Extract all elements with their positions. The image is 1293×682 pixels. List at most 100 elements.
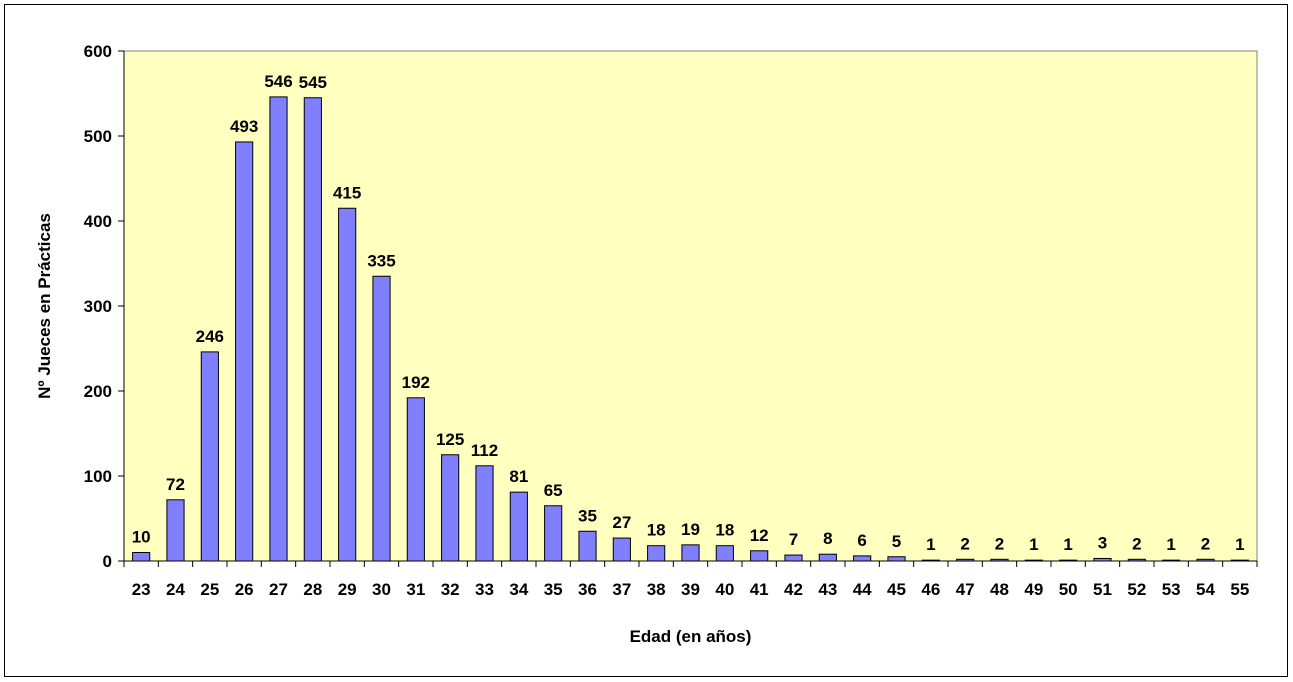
data-label-42: 7 [789,530,798,549]
x-tick-label-39: 39 [681,580,700,599]
x-tick-label-53: 53 [1162,580,1181,599]
data-label-44: 6 [857,531,866,550]
y-axis-title: Nº Jueces en Prácticas [35,213,54,399]
x-tick-label-50: 50 [1059,580,1078,599]
x-tick-label-41: 41 [750,580,769,599]
x-tick-label-30: 30 [372,580,391,599]
plot-area [123,50,1258,562]
data-label-50: 1 [1063,535,1072,554]
x-tick-label-31: 31 [406,580,425,599]
x-tick-label-52: 52 [1127,580,1146,599]
x-tick-label-37: 37 [612,580,631,599]
x-tick-label-38: 38 [647,580,666,599]
bar-44 [853,555,872,562]
bar-45 [887,556,906,562]
bar-37 [612,537,631,562]
bars-group [132,96,1249,562]
y-tick-label-0: 0 [103,552,112,571]
data-label-52: 2 [1132,534,1141,553]
x-tick-label-25: 25 [200,580,219,599]
bar-27 [269,96,288,562]
data-label-45: 5 [892,532,901,551]
y-axis: 0 100 200 300 400 500 600 [84,42,125,571]
bar-40 [715,545,734,562]
x-tick-label-40: 40 [715,580,734,599]
data-label-53: 1 [1166,535,1175,554]
bar-39 [681,544,700,562]
bar-30 [372,275,391,562]
y-tick-label-600: 600 [84,42,112,61]
x-tick-label-47: 47 [956,580,975,599]
y-tick-label-200: 200 [84,382,112,401]
data-label-43: 8 [823,529,832,548]
data-label-55: 1 [1235,535,1244,554]
chart-frame: 10 72 246 493 546 545 415 335 192 125 112 81 65 35 27 1… [4,4,1288,677]
bar-24 [166,499,185,562]
x-tick-label-27: 27 [269,580,288,599]
x-tick-label-23: 23 [132,580,151,599]
x-tick-label-49: 49 [1024,580,1043,599]
bar-28 [303,97,322,562]
data-label-28: 545 [299,73,327,92]
x-tick-label-51: 51 [1093,580,1112,599]
data-label-25: 246 [196,327,224,346]
bar-26 [235,141,254,562]
data-label-24: 72 [166,475,185,494]
data-label-37: 27 [612,513,631,532]
bar-25 [200,351,219,562]
bar-35 [544,505,563,562]
data-label-51: 3 [1098,533,1107,552]
data-label-34: 81 [509,467,528,486]
data-label-54: 2 [1201,534,1210,553]
data-label-49: 1 [1029,535,1038,554]
data-label-33: 112 [471,441,498,460]
y-tick-label-500: 500 [84,127,112,146]
data-label-46: 1 [926,535,935,554]
x-tick-label-55: 55 [1230,580,1249,599]
data-label-30: 335 [367,251,395,270]
x-tick-label-54: 54 [1196,580,1215,599]
x-tick-label-26: 26 [235,580,254,599]
bar-38 [647,545,666,562]
data-label-47: 2 [960,534,969,553]
bar-43 [818,553,837,562]
bar-42 [784,554,803,562]
data-label-35: 65 [544,481,563,500]
bar-33 [475,465,494,562]
data-label-41: 12 [750,526,769,545]
x-tick-label-46: 46 [921,580,940,599]
bar-36 [578,530,597,562]
bar-31 [406,397,425,562]
data-label-39: 19 [681,520,700,539]
x-tick-label-32: 32 [441,580,460,599]
x-tick-label-44: 44 [853,580,872,599]
y-tick-label-300: 300 [84,297,112,316]
y-tick-label-100: 100 [84,467,112,486]
x-tick-label-29: 29 [338,580,357,599]
x-tick-label-33: 33 [475,580,494,599]
data-label-29: 415 [333,183,361,202]
data-label-31: 192 [402,373,430,392]
y-tick-label-400: 400 [84,212,112,231]
x-tick-label-34: 34 [509,580,528,599]
bar-34 [509,491,528,562]
data-label-40: 18 [715,521,734,540]
data-label-26: 493 [230,117,258,136]
x-tick-label-48: 48 [990,580,1009,599]
bar-41 [750,550,769,562]
data-label-23: 10 [132,528,151,547]
x-tick-label-45: 45 [887,580,906,599]
data-label-36: 35 [578,506,597,525]
data-label-32: 125 [436,430,464,449]
x-tick-label-24: 24 [166,580,185,599]
data-label-38: 18 [647,521,666,540]
bar-23 [132,552,151,562]
bar-32 [441,454,460,562]
x-axis: 23 24 25 26 27 28 29 30 31 32 33 34 35 36 37 38 39 40 41 42… [123,560,1258,599]
x-tick-label-43: 43 [818,580,837,599]
x-tick-label-35: 35 [544,580,563,599]
x-tick-label-28: 28 [303,580,322,599]
x-tick-label-36: 36 [578,580,597,599]
